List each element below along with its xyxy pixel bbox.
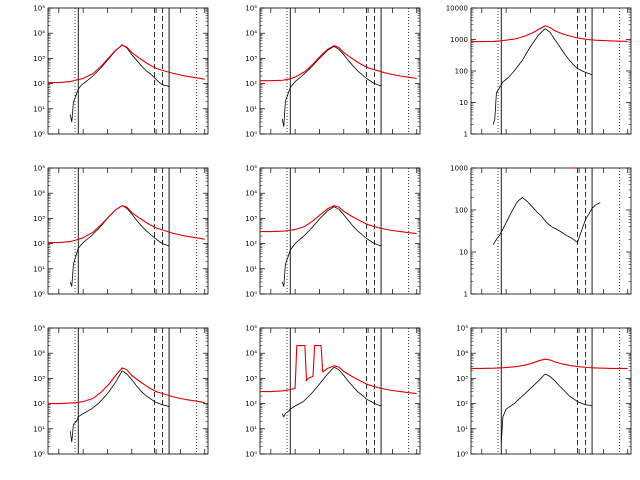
y-tick-label: 10⁵ (456, 325, 468, 333)
y-tick-label: 1000 (450, 36, 468, 44)
y-tick-label: 10⁴ (33, 190, 45, 198)
plot-frame (259, 167, 421, 295)
plot-frame (470, 327, 632, 455)
y-tick-label: 10² (33, 240, 45, 248)
y-tick-label: 10⁵ (245, 325, 257, 333)
y-tick-label: 10¹ (33, 425, 45, 433)
y-tick-label: 10⁴ (245, 350, 257, 358)
y-tick-label: 10² (245, 400, 257, 408)
series-line-lld (259, 205, 417, 235)
y-tick-label: 10³ (33, 375, 45, 383)
plot-frame (47, 327, 209, 455)
panel-det-4: 10⁰ 10¹ 10² 10³ 10⁴ 10⁵ (33, 165, 209, 299)
panel-det-5: 10⁰ 10¹ 10² 10³ 10⁴ 10⁵ (245, 165, 421, 299)
series-line-lld (259, 345, 417, 395)
y-tick-label: 10⁵ (245, 165, 257, 173)
y-tick-label: 10⁵ (33, 325, 45, 333)
y-tick-label: 10² (33, 80, 45, 88)
y-tick-label: 10³ (33, 215, 45, 223)
series-line-events (492, 28, 593, 125)
y-tick-label: 10000 (446, 5, 468, 13)
series-line-lld (259, 45, 417, 82)
y-tick-label: 1000 (450, 165, 468, 173)
y-tick-label: 10⁰ (245, 291, 257, 299)
y-tick-label: 10² (33, 400, 45, 408)
y-tick-label: 1 (464, 131, 468, 139)
y-tick-label: 10² (456, 400, 468, 408)
series-line-events (500, 373, 593, 443)
panel-det-2: 10⁰ 10¹ 10² 10³ 10⁴ 10⁵ (245, 5, 421, 139)
plot-frame (470, 167, 632, 295)
y-tick-label: 10⁵ (245, 5, 257, 13)
plot-frame (259, 327, 421, 455)
y-tick-label: 10⁰ (245, 451, 257, 459)
panel-det-8: 10⁰ 10¹ 10² 10³ 10⁴ 10⁵ (245, 325, 421, 459)
y-tick-label: 100 (455, 68, 468, 76)
y-tick-label: 10⁰ (33, 291, 45, 299)
series-line-lld (47, 367, 205, 405)
y-tick-label: 10⁰ (245, 131, 257, 139)
series-line-events (281, 206, 382, 287)
series-line-events (281, 46, 382, 127)
y-tick-label: 10⁰ (456, 451, 468, 459)
panel-det-1: 10⁰ 10¹ 10² 10³ 10⁴ 10⁵ (33, 5, 209, 139)
y-tick-label: 10 (459, 249, 468, 257)
y-tick-label: 10¹ (245, 105, 257, 113)
series-line-lld (470, 25, 628, 43)
y-tick-label: 10² (245, 240, 257, 248)
series-line-lld (47, 205, 205, 244)
panel-det-7: 10⁰ 10¹ 10² 10³ 10⁴ 10⁵ (33, 325, 209, 459)
y-tick-label: 10⁰ (33, 131, 45, 139)
y-tick-label: 10³ (33, 55, 45, 63)
y-tick-label: 10⁴ (245, 30, 257, 38)
y-tick-label: 10³ (245, 215, 257, 223)
panel-det-6: 1 10 100 1000 (450, 165, 632, 299)
plot-frame (259, 7, 421, 135)
plot-frame (47, 167, 209, 295)
y-tick-label: 100 (455, 207, 468, 215)
y-tick-label: 10¹ (245, 425, 257, 433)
series-line-events (69, 370, 170, 443)
y-tick-label: 10⁵ (33, 5, 45, 13)
y-tick-label: 10⁵ (33, 165, 45, 173)
plot-frame (47, 7, 209, 135)
y-tick-label: 10⁴ (456, 350, 468, 358)
y-tick-label: 10² (245, 80, 257, 88)
panel-det-3: 1 10 100 1000 10000 (446, 5, 632, 139)
y-tick-label: 1 (464, 291, 468, 299)
series-line-events (492, 196, 601, 245)
y-tick-label: 10³ (245, 375, 257, 383)
y-tick-label: 10¹ (456, 425, 468, 433)
y-tick-label: 10⁴ (245, 190, 257, 198)
panel-det-9: 10⁰ 10¹ 10² 10³ 10⁴ 10⁵ (456, 325, 632, 459)
y-tick-label: 10³ (456, 375, 468, 383)
series-line-events (69, 44, 170, 123)
series-line-lld (470, 358, 628, 369)
y-tick-label: 10¹ (245, 265, 257, 273)
series-line-lld (47, 44, 205, 84)
series-line-events (69, 205, 170, 287)
y-tick-label: 10⁴ (33, 350, 45, 358)
series-line-events (281, 366, 382, 418)
y-tick-label: 10⁴ (33, 30, 45, 38)
y-tick-label: 10³ (245, 55, 257, 63)
y-tick-label: 10⁰ (33, 451, 45, 459)
y-tick-label: 10¹ (33, 105, 45, 113)
y-tick-label: 10 (459, 99, 468, 107)
y-tick-label: 10¹ (33, 265, 45, 273)
